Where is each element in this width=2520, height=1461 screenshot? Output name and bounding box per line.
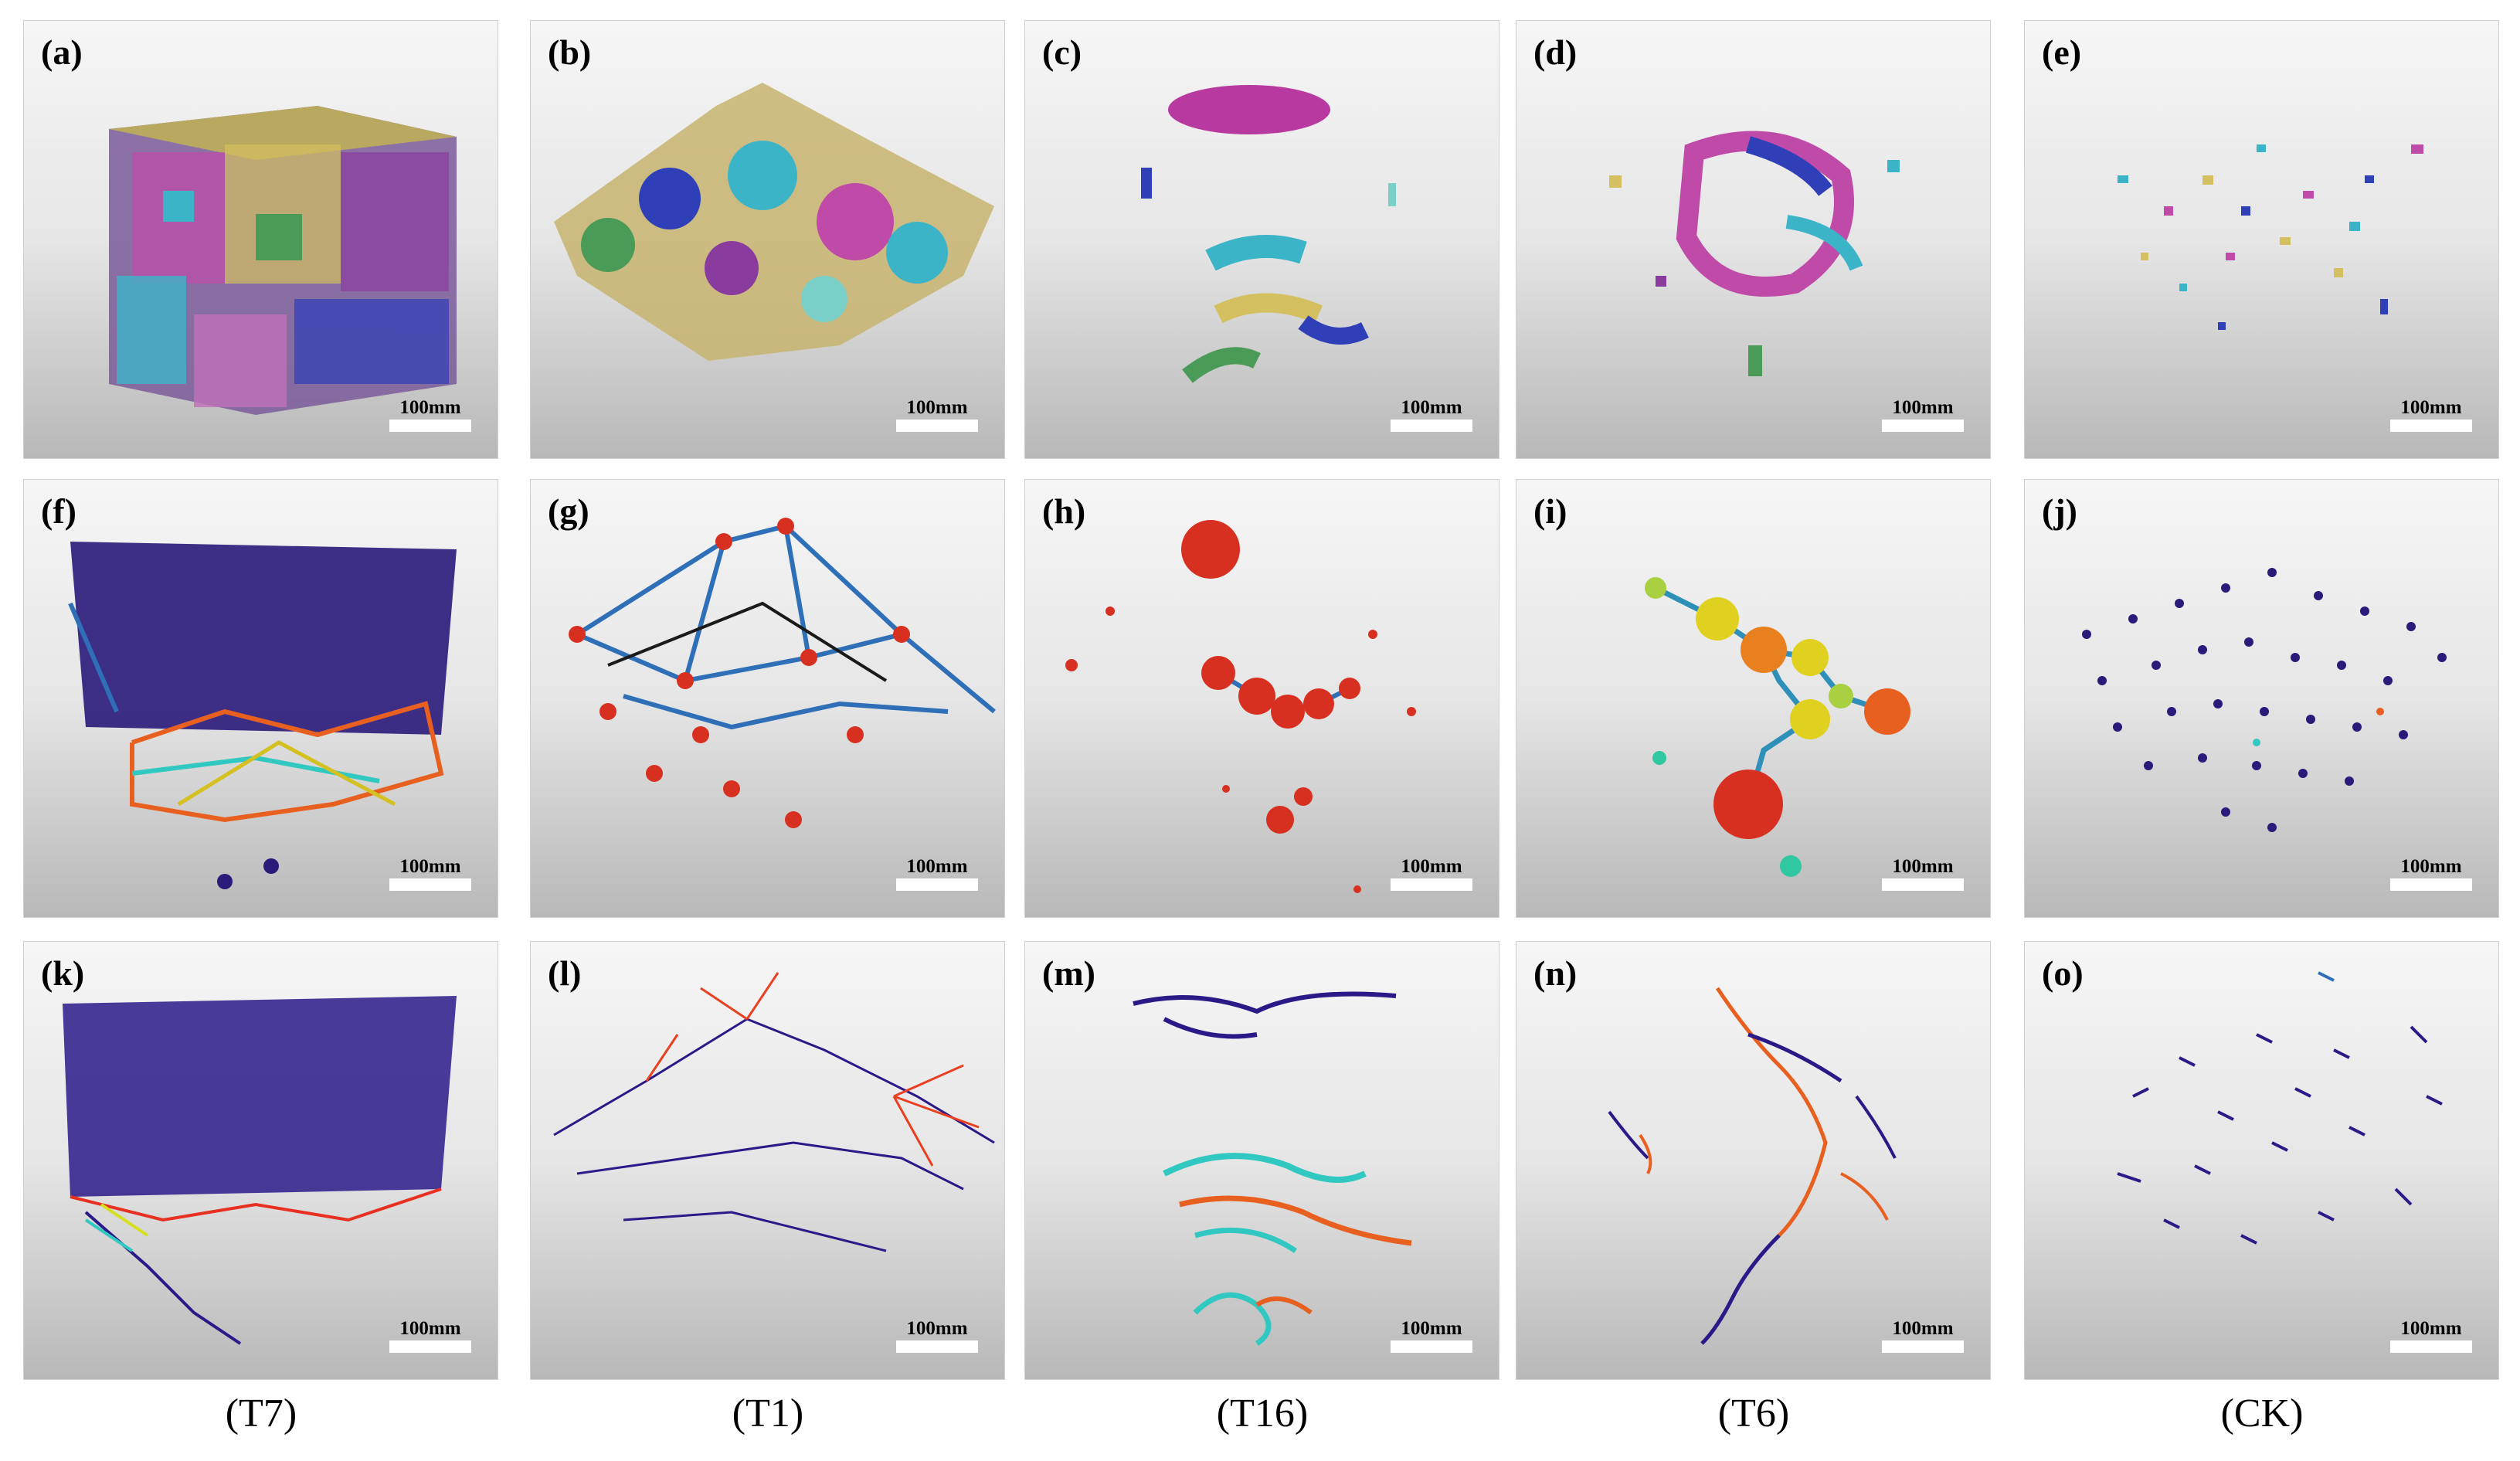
pore-sparse-render [1141, 85, 1396, 383]
pore-cube-render [109, 106, 457, 415]
panel-label: (c) [1042, 32, 1082, 72]
scale-label: 100mm [2400, 1318, 2462, 1339]
scale-label: 100mm [2400, 856, 2462, 877]
skeleton-cube [63, 996, 457, 1345]
scale-label: 100mm [1401, 856, 1462, 877]
scale-bar: 100mm [1882, 396, 1964, 432]
pore-network-mesh [569, 518, 996, 828]
scale-label: 100mm [2400, 397, 2462, 418]
panel-d: (d) 100mm [1516, 20, 1991, 459]
scale-label: 100mm [399, 1318, 461, 1339]
caption-column-3: (T16) [1216, 1391, 1309, 1436]
panel-g: (g) 100mm [530, 479, 1005, 918]
pore-network-sparse [1065, 520, 1416, 893]
panel-m: (m) 100mm [1024, 941, 1499, 1380]
scale-line [2390, 1340, 2472, 1353]
scale-label: 100mm [399, 856, 461, 877]
scale-label: 100mm [906, 1318, 968, 1339]
panel-h: (h) 100mm [1024, 479, 1499, 918]
scale-line [389, 878, 471, 891]
pore-network-points [2082, 568, 2447, 832]
pore-mound-render [554, 83, 994, 361]
pore-network-chain [1645, 577, 1910, 877]
scale-bar: 100mm [2390, 855, 2472, 891]
panel-label: (m) [1042, 953, 1095, 993]
scale-label: 100mm [906, 397, 968, 418]
panel-o: (o) 100mm [2024, 941, 2499, 1380]
caption-column-4: (T6) [1717, 1391, 1790, 1436]
scale-label: 100mm [399, 397, 461, 418]
skeleton-branch [1608, 987, 1897, 1345]
panel-e: (e) 100mm [2024, 20, 2499, 459]
scale-line [2390, 878, 2472, 891]
panel-label: (e) [2042, 32, 2082, 72]
panel-label: (l) [548, 953, 582, 993]
panel-label: (o) [2042, 953, 2084, 993]
panel-c: (c) 100mm [1024, 20, 1499, 459]
scale-bar: 100mm [896, 855, 978, 891]
panel-label: (j) [2042, 491, 2077, 531]
panel-k: (k) 100mm [23, 941, 498, 1380]
scale-bar: 100mm [1882, 1317, 1964, 1353]
scale-bar: 100mm [389, 1317, 471, 1353]
panel-j: (j) 100mm [2024, 479, 2499, 918]
skeleton-mound [553, 972, 995, 1252]
panel-label: (d) [1533, 32, 1578, 72]
panel-label: (i) [1533, 491, 1567, 531]
scale-line [1882, 1340, 1964, 1353]
panel-label: (b) [548, 32, 592, 72]
scale-bar: 100mm [2390, 396, 2472, 432]
scale-bar: 100mm [1391, 396, 1472, 432]
scale-line [896, 420, 978, 432]
panel-a: (a) 100mm [23, 20, 498, 459]
panel-label: (a) [41, 32, 83, 72]
scale-label: 100mm [1892, 856, 1954, 877]
scale-label: 100mm [1892, 1318, 1954, 1339]
panel-n: (n) 100mm [1516, 941, 1991, 1380]
skeleton-scatter [2117, 971, 2443, 1245]
scale-line [1882, 420, 1964, 432]
panel-l: (l) 100mm [530, 941, 1005, 1380]
scale-bar: 100mm [1391, 855, 1472, 891]
caption-column-5: (CK) [2220, 1391, 2304, 1436]
scale-bar: 100mm [1391, 1317, 1472, 1353]
scale-label: 100mm [1401, 397, 1462, 418]
pore-network-dense [68, 542, 457, 889]
scale-line [2390, 420, 2472, 432]
scale-bar: 100mm [896, 1317, 978, 1353]
caption-column-1: (T7) [225, 1391, 297, 1436]
skeleton-sparse [1133, 991, 1412, 1346]
caption-column-2: (T1) [732, 1391, 804, 1436]
panel-label: (n) [1533, 953, 1578, 993]
scale-bar: 100mm [1882, 855, 1964, 891]
scale-bar: 100mm [896, 396, 978, 432]
scale-line [389, 420, 471, 432]
panel-label: (f) [41, 491, 76, 531]
scale-line [1391, 878, 1472, 891]
scale-label: 100mm [906, 856, 968, 877]
scale-line [1391, 420, 1472, 432]
panel-b: (b) 100mm [530, 20, 1005, 459]
panel-f: (f) 100mm [23, 479, 498, 918]
pore-scatter-render [2118, 144, 2423, 330]
panel-label: (k) [41, 953, 85, 993]
panel-label: (g) [548, 491, 589, 531]
panel-label: (h) [1042, 491, 1086, 531]
scale-bar: 100mm [389, 396, 471, 432]
scale-bar: 100mm [2390, 1317, 2472, 1353]
panel-i: (i) 100mm [1516, 479, 1991, 918]
scale-label: 100mm [1892, 397, 1954, 418]
scale-line [1391, 1340, 1472, 1353]
scale-line [896, 1340, 978, 1353]
scale-bar: 100mm [389, 855, 471, 891]
scale-line [389, 1340, 471, 1353]
scale-line [896, 878, 978, 891]
scale-line [1882, 878, 1964, 891]
pore-ring-render [1609, 131, 1900, 376]
scale-label: 100mm [1401, 1318, 1462, 1339]
